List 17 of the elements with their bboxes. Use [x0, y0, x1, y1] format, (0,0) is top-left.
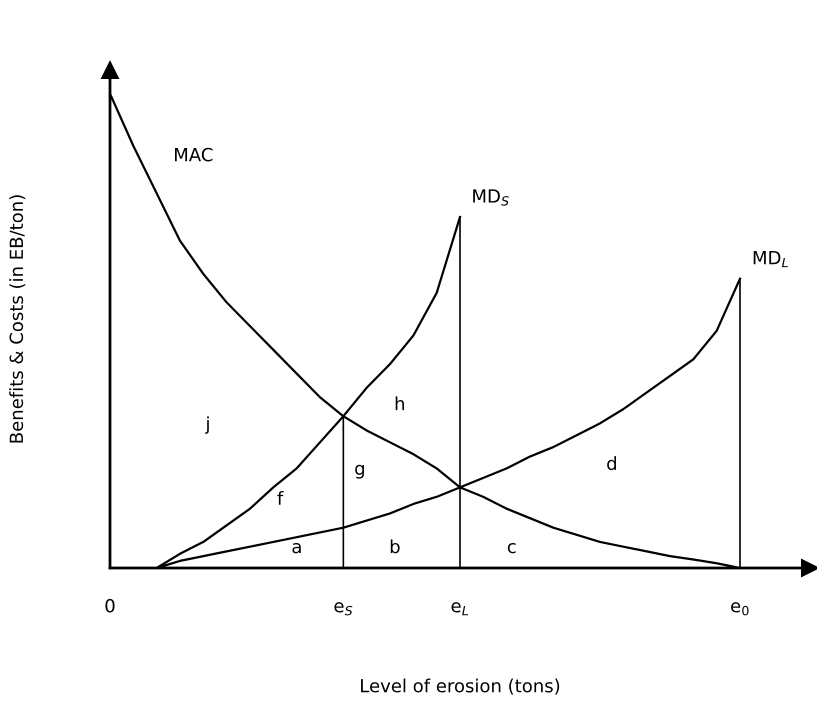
annotation: h	[396, 396, 404, 410]
y-axis-title: Benefits & Costs (in EB/ton)	[9, 195, 26, 442]
annotation: b	[390, 539, 400, 554]
annotation: d	[607, 456, 616, 470]
x-tick-label: e$_{L}$	[452, 602, 468, 616]
annotation: g	[355, 464, 364, 479]
series-label: MAC	[174, 148, 212, 162]
x-tick-label: e$_{S}$	[334, 602, 352, 616]
annotation: f	[277, 491, 284, 505]
annotation: a	[292, 542, 301, 554]
series-label: MD$_{S}$	[473, 189, 509, 206]
annotation: c	[508, 542, 516, 554]
x-tick-label: 0	[105, 598, 115, 613]
series-label: MD$_{L}$	[754, 251, 788, 268]
x-axis-title: Level of erosion (tons)	[361, 678, 560, 695]
annotation: j	[205, 416, 209, 434]
x-tick-label: e$_{0}$	[731, 602, 749, 616]
